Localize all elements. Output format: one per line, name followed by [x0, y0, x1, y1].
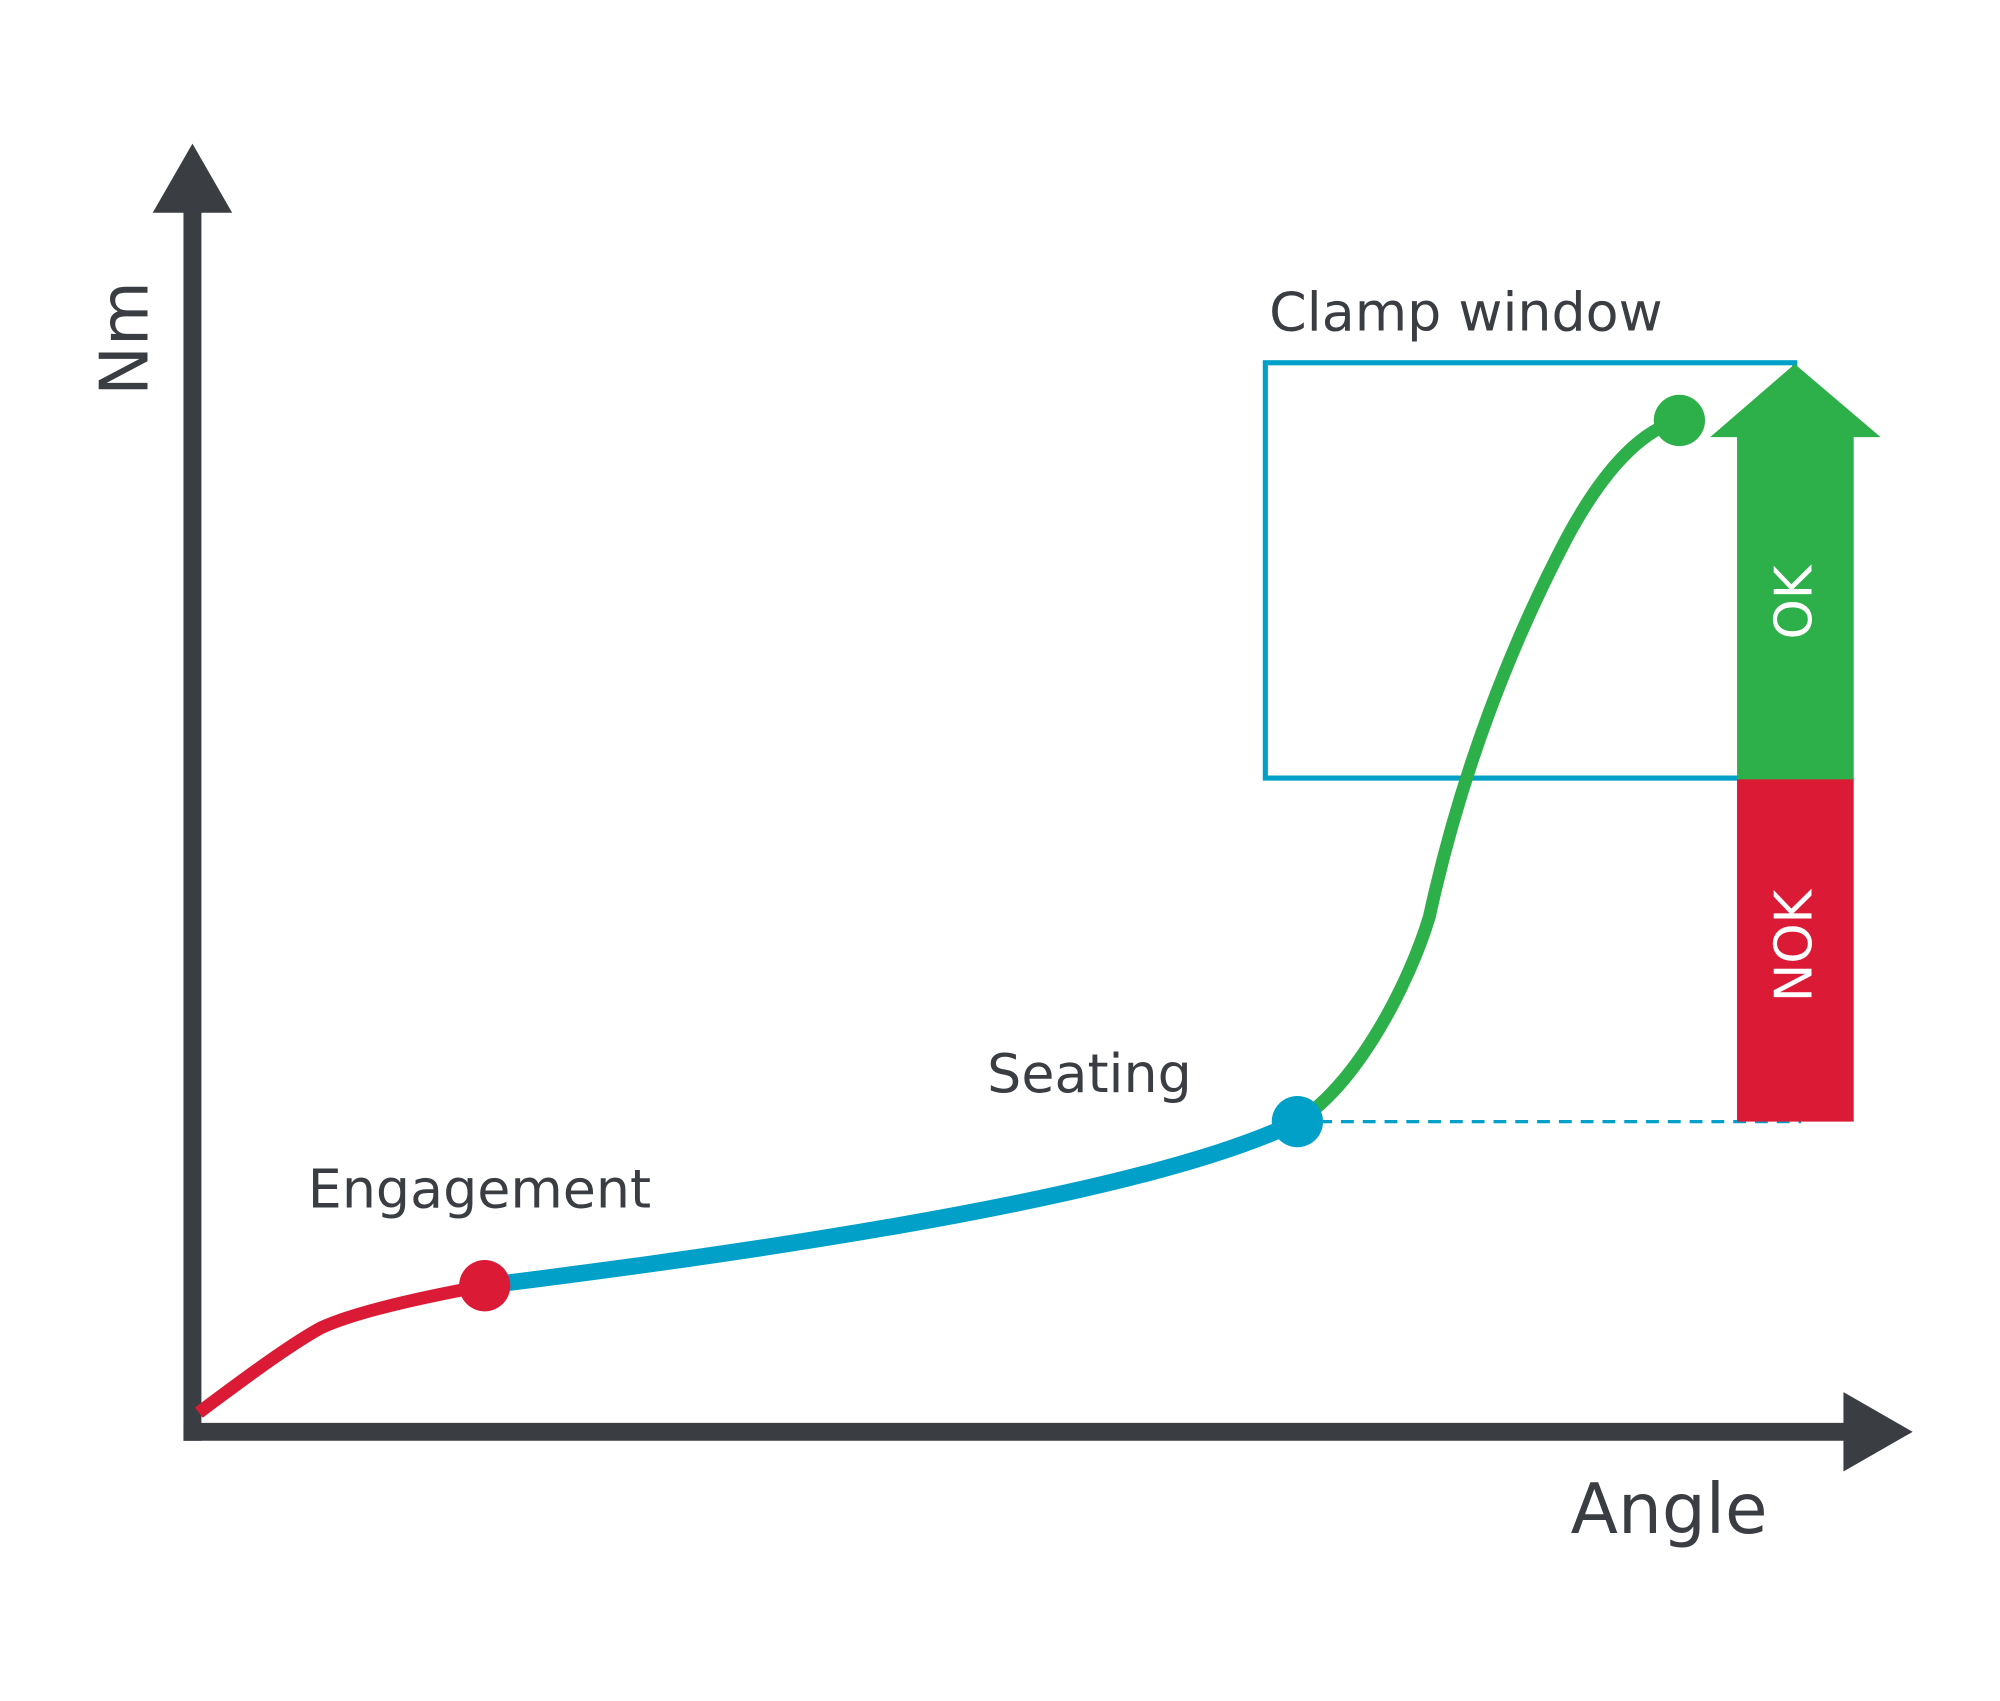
nok-bar [1737, 778, 1854, 1122]
nok-label: NOK [1764, 888, 1824, 1002]
clamp-window-label: Clamp window [1269, 281, 1662, 344]
engagement-point [459, 1260, 511, 1312]
seating-label: Seating [987, 1042, 1192, 1105]
ok-arrow-head [1710, 364, 1881, 438]
y-axis-arrow [152, 143, 233, 213]
y-axis-label: Nm [86, 281, 164, 396]
tightening-curve [1293, 414, 1682, 1128]
seating-point [1271, 1095, 1324, 1148]
engagement-curve [195, 1279, 486, 1418]
ok-label: OK [1764, 564, 1824, 639]
x-axis-label: Angle [1571, 1470, 1768, 1550]
rundown-curve [483, 1114, 1302, 1294]
ok-bar [1737, 435, 1854, 780]
clamp-window [1262, 360, 1798, 781]
x-axis-arrow [1843, 1392, 1913, 1472]
engagement-label: Engagement [308, 1157, 651, 1220]
final-point [1653, 394, 1706, 447]
